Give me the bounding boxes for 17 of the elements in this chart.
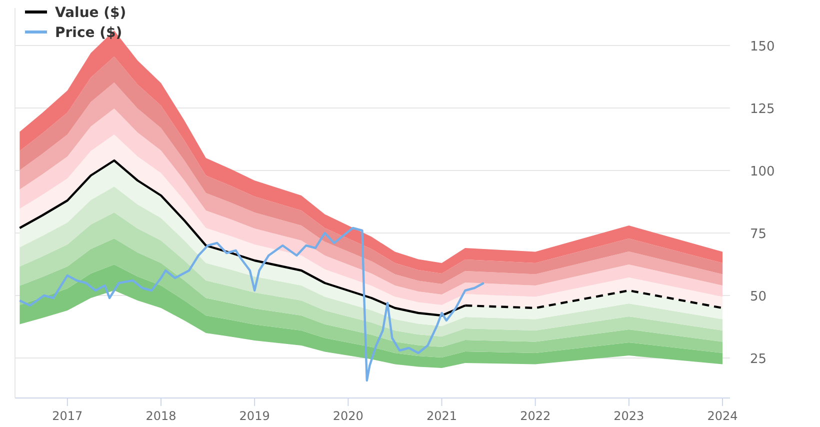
x-tick-label: 2023 [614,409,644,423]
legend-label: Value ($) [55,5,126,21]
y-tick-label: 125 [750,102,775,117]
x-tick-label: 2022 [520,409,551,423]
y-tick-label: 150 [750,40,775,54]
x-tick-label: 2018 [146,409,176,423]
x-tick-label: 2024 [707,409,738,423]
y-tick-label: 50 [750,290,767,304]
x-tick-label: 2020 [332,409,364,423]
x-tick-label: 2017 [52,409,83,423]
y-tick-label: 25 [750,352,767,367]
y-tick-label: 100 [750,164,775,180]
y-tick-label: 75 [750,227,767,242]
line-series [18,226,485,382]
x-tick-label: 2021 [426,409,458,423]
x-tick-label: 2019 [239,409,270,423]
legend-label: Price ($) [55,25,122,41]
